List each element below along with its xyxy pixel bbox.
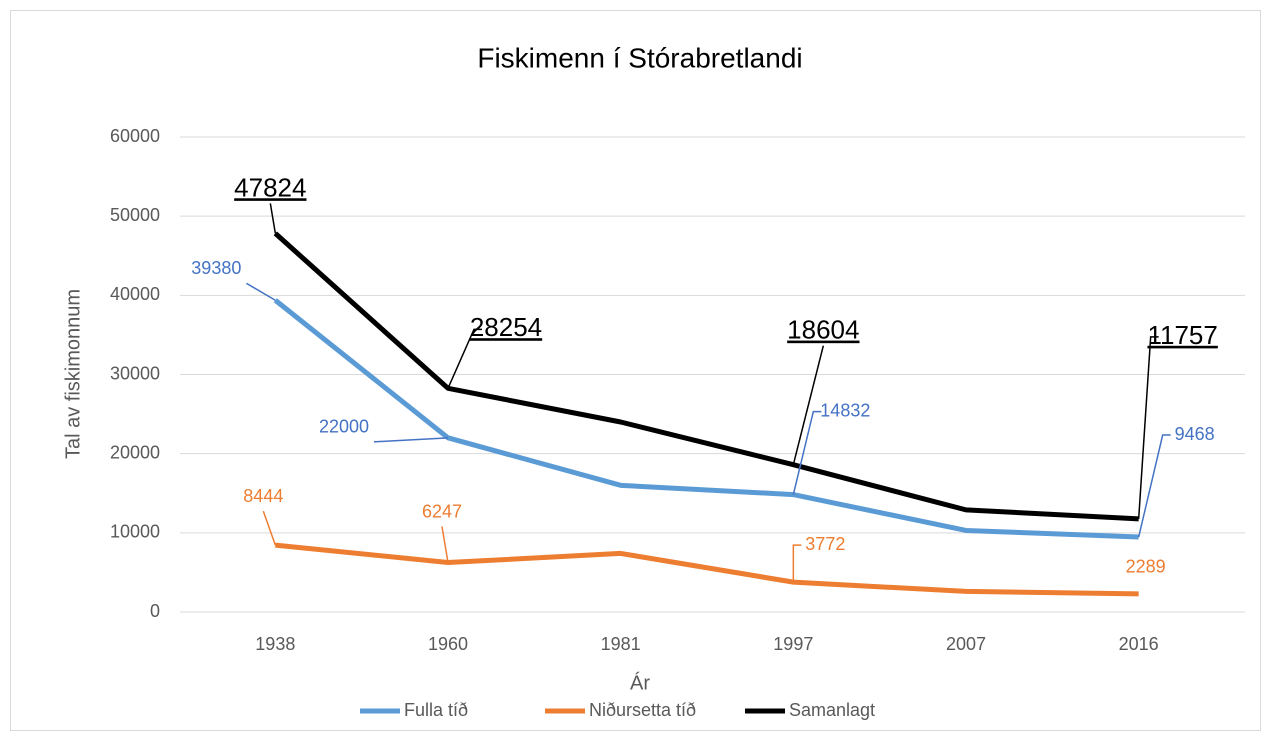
- x-tick-label: 1997: [773, 634, 813, 654]
- data-label: 39380: [191, 258, 241, 278]
- chart-border: [10, 10, 1261, 731]
- data-label: 3772: [805, 534, 845, 554]
- legend-label: Samanlagt: [789, 700, 875, 720]
- y-tick-label: 40000: [110, 284, 160, 304]
- y-tick-label: 10000: [110, 522, 160, 542]
- line-series: [273, 298, 1139, 540]
- leader-line: [792, 345, 825, 465]
- x-tick-label: 1981: [601, 634, 641, 654]
- legend-label: Niðursetta tíð: [589, 700, 696, 720]
- leader-line: [245, 282, 276, 301]
- x-tick-label: 2007: [946, 634, 986, 654]
- y-tick-label: 30000: [110, 363, 160, 383]
- line-series: [275, 542, 1139, 597]
- legend-label: Fulla tíð: [404, 700, 468, 720]
- line-series: [273, 231, 1139, 522]
- leader-line: [447, 328, 482, 389]
- y-axis-label: Tal av fiskimonnum: [62, 289, 84, 459]
- leader-line: [441, 526, 449, 563]
- y-tick-label: 60000: [110, 126, 160, 146]
- y-tick-label: 0: [150, 601, 160, 621]
- leader-line: [262, 510, 277, 546]
- chart-title: Fiskimenn í Stórabretlandi: [477, 42, 802, 73]
- data-label: 6247: [422, 501, 462, 521]
- leader-line: [792, 544, 802, 583]
- data-label: 9468: [1175, 424, 1215, 444]
- leader-line: [1137, 336, 1159, 519]
- x-axis-label: Ár: [630, 671, 650, 694]
- data-label: 2289: [1126, 557, 1166, 577]
- data-label: 47824: [234, 172, 306, 202]
- data-label: 14832: [820, 400, 870, 420]
- data-label: 11757: [1147, 320, 1217, 350]
- data-label: 22000: [319, 417, 369, 437]
- x-tick-label: 2016: [1119, 634, 1159, 654]
- x-tick-label: 1938: [255, 634, 295, 654]
- x-tick-label: 1960: [428, 634, 468, 654]
- data-label: 18604: [787, 315, 859, 345]
- leader-line: [1137, 434, 1171, 538]
- leader-line: [269, 203, 277, 234]
- y-tick-label: 20000: [110, 442, 160, 462]
- y-tick-label: 50000: [110, 205, 160, 225]
- leader-line: [792, 410, 822, 495]
- leader-line: [373, 437, 449, 443]
- data-label: 28254: [470, 312, 542, 342]
- data-label: 8444: [243, 486, 283, 506]
